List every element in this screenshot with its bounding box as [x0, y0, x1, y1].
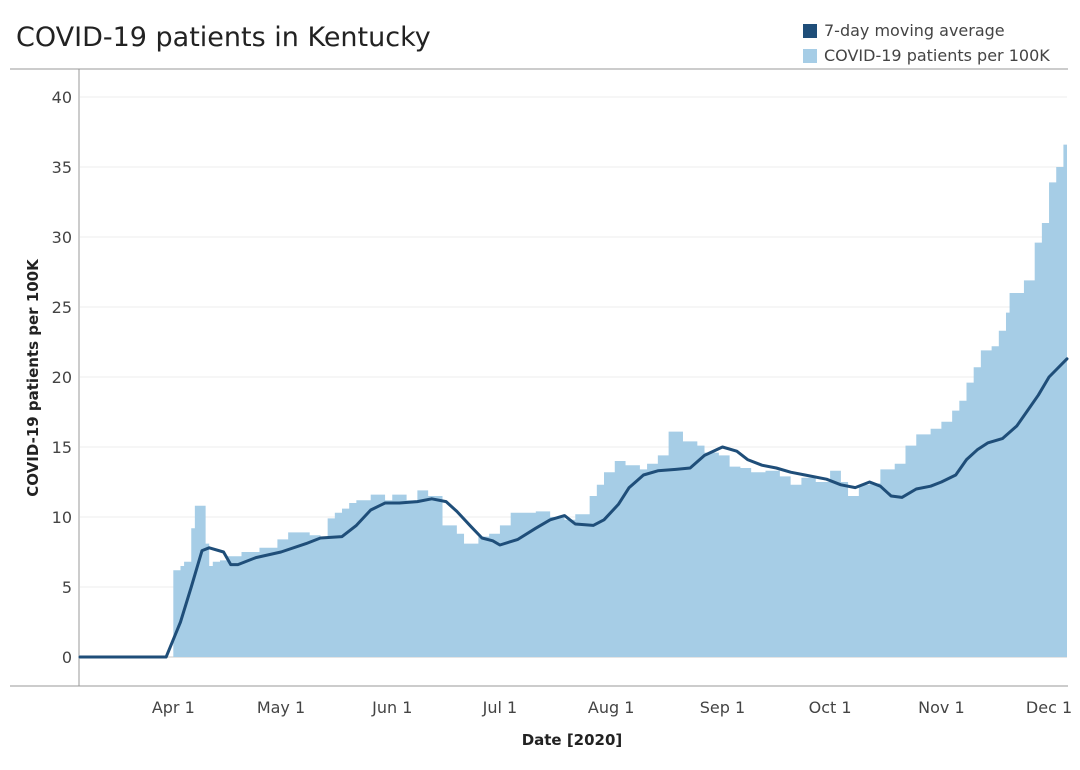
legend-label-patients: COVID-19 patients per 100K — [824, 46, 1050, 65]
moving-average-line — [78, 357, 1069, 659]
x-tick-label: Dec 1 — [1026, 698, 1072, 717]
legend-label-moving-average: 7-day moving average — [824, 21, 1005, 40]
y-tick-label: 15 — [52, 438, 72, 457]
y-tick-label: 25 — [52, 298, 72, 317]
x-tick-label: Jun 1 — [371, 698, 412, 717]
y-tick-label: 30 — [52, 228, 72, 247]
legend-swatch-moving-average — [803, 23, 817, 38]
x-tick-label: Sep 1 — [700, 698, 745, 717]
x-tick-label: Jul 1 — [482, 698, 518, 717]
x-tick-label: May 1 — [257, 698, 305, 717]
patients-area-shape — [80, 136, 1067, 657]
moving-average-path — [78, 357, 1069, 659]
x-tick-label: Apr 1 — [152, 698, 195, 717]
y-tick-label: 40 — [52, 88, 72, 107]
patients-area — [80, 136, 1067, 657]
y-tick-label: 10 — [52, 508, 72, 527]
legend-item-patients[interactable]: COVID-19 patients per 100K — [803, 43, 1050, 68]
legend-item-moving-average[interactable]: 7-day moving average — [803, 18, 1050, 43]
chart-title: COVID-19 patients in Kentucky — [16, 22, 431, 53]
x-tick-label: Nov 1 — [918, 698, 965, 717]
x-tick-label: Oct 1 — [809, 698, 852, 717]
y-tick-label: 35 — [52, 158, 72, 177]
x-axis-title: Date [2020] — [522, 731, 623, 749]
x-tick-label: Aug 1 — [588, 698, 635, 717]
y-tick-labels: 0 5 10 15 20 25 30 35 40 — [52, 88, 72, 667]
y-axis-title: COVID-19 patients per 100K — [24, 258, 42, 497]
x-tick-labels: Apr 1 May 1 Jun 1 Jul 1 Aug 1 Sep 1 Oct 1 Nov 1… — [152, 698, 1072, 717]
y-tick-label: 20 — [52, 368, 72, 387]
legend-swatch-patients — [803, 48, 817, 63]
y-tick-label: 0 — [62, 648, 72, 667]
legend: 7-day moving average COVID-19 patients p… — [803, 18, 1050, 68]
y-tick-label: 5 — [62, 578, 72, 597]
